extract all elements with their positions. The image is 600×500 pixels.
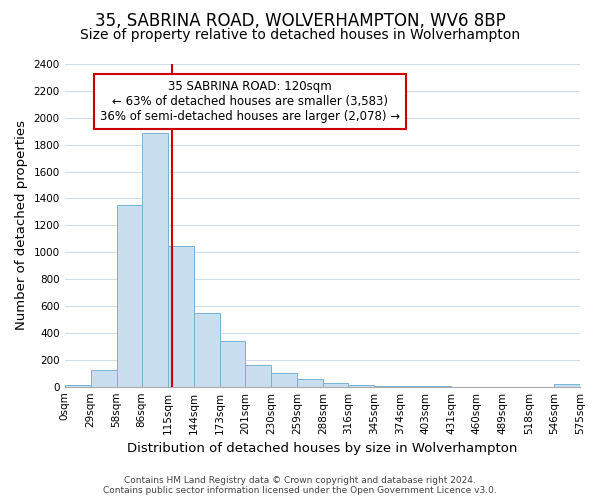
Text: 35, SABRINA ROAD, WOLVERHAMPTON, WV6 8BP: 35, SABRINA ROAD, WOLVERHAMPTON, WV6 8BP — [95, 12, 505, 30]
Bar — [323, 382, 348, 386]
Bar — [116, 205, 142, 386]
Bar — [91, 370, 116, 386]
Bar — [554, 384, 580, 386]
Bar — [142, 132, 168, 386]
Text: Contains HM Land Registry data © Crown copyright and database right 2024.
Contai: Contains HM Land Registry data © Crown c… — [103, 476, 497, 495]
Bar — [194, 312, 220, 386]
Text: Size of property relative to detached houses in Wolverhampton: Size of property relative to detached ho… — [80, 28, 520, 42]
Bar — [245, 365, 271, 386]
X-axis label: Distribution of detached houses by size in Wolverhampton: Distribution of detached houses by size … — [127, 442, 518, 455]
Bar — [168, 246, 194, 386]
Bar — [271, 372, 297, 386]
Text: 35 SABRINA ROAD: 120sqm
← 63% of detached houses are smaller (3,583)
36% of semi: 35 SABRINA ROAD: 120sqm ← 63% of detache… — [100, 80, 400, 123]
Bar — [220, 341, 245, 386]
Bar — [297, 378, 323, 386]
Y-axis label: Number of detached properties: Number of detached properties — [15, 120, 28, 330]
